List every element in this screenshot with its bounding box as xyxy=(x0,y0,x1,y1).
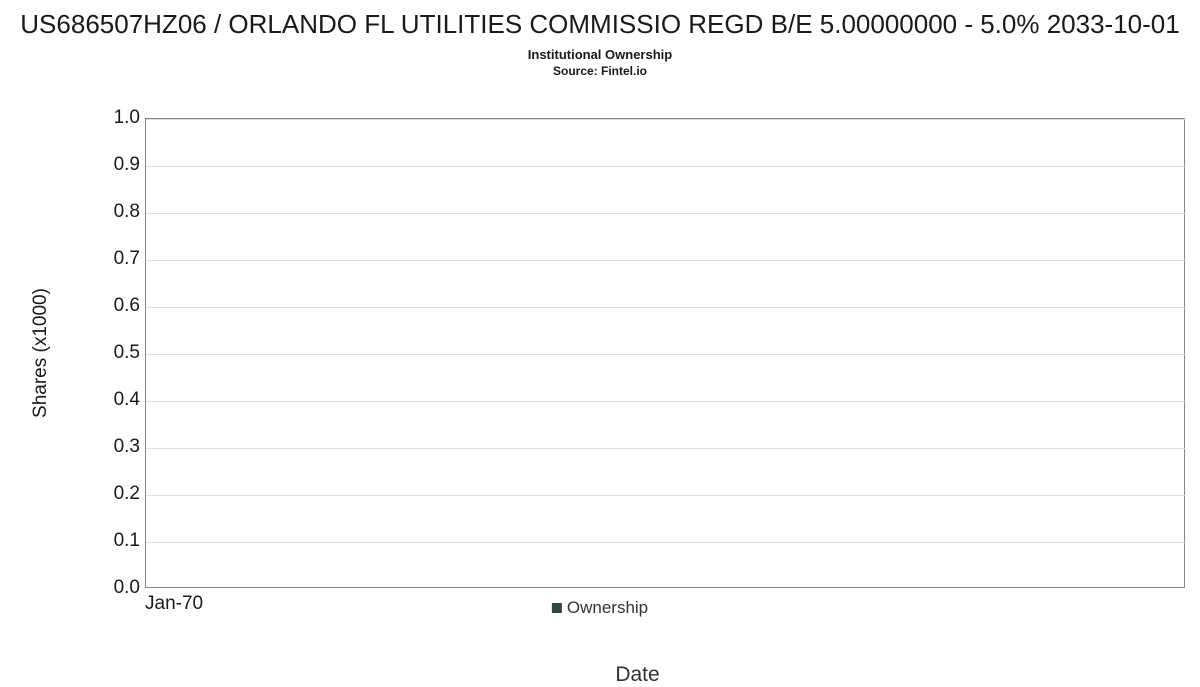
y-tick-3: 0.3 xyxy=(90,436,140,458)
gridline-1 xyxy=(146,542,1186,543)
y-tick-2: 0.2 xyxy=(90,483,140,505)
y-tick-5: 0.5 xyxy=(90,342,140,364)
ownership-legend-swatch xyxy=(552,603,562,613)
gridline-6 xyxy=(146,307,1186,308)
y-tick-9: 0.9 xyxy=(90,154,140,176)
ownership-legend-label: Ownership xyxy=(567,598,648,618)
gridline-4 xyxy=(146,401,1186,402)
chart-subtitle: Institutional Ownership xyxy=(0,47,1200,62)
y-axis-title: Shares (x1000) xyxy=(30,288,52,418)
y-tick-8: 0.8 xyxy=(90,201,140,223)
chart-source: Source: Fintel.io xyxy=(0,64,1200,78)
y-tick-6: 0.6 xyxy=(90,295,140,317)
x-axis-title: Date xyxy=(615,663,659,687)
plot-box xyxy=(145,118,1185,588)
gridline-10 xyxy=(146,119,1186,120)
y-tick-7: 0.7 xyxy=(90,248,140,270)
y-tick-10: 1.0 xyxy=(90,107,140,129)
y-tick-1: 0.1 xyxy=(90,530,140,552)
chart-page: US686507HZ06 / ORLANDO FL UTILITIES COMM… xyxy=(0,0,1200,675)
chart-title: US686507HZ06 / ORLANDO FL UTILITIES COMM… xyxy=(0,8,1200,41)
chart-legend[interactable]: Ownership xyxy=(552,598,648,618)
x-tick-0: Jan-70 xyxy=(145,593,203,615)
chart-header: US686507HZ06 / ORLANDO FL UTILITIES COMM… xyxy=(0,0,1200,78)
y-tick-4: 0.4 xyxy=(90,389,140,411)
gridline-9 xyxy=(146,166,1186,167)
y-tick-0: 0.0 xyxy=(90,577,140,599)
gridline-3 xyxy=(146,448,1186,449)
gridline-7 xyxy=(146,260,1186,261)
gridline-8 xyxy=(146,213,1186,214)
gridline-2 xyxy=(146,495,1186,496)
gridline-5 xyxy=(146,354,1186,355)
chart-area: Shares (x1000) 1.0 0.9 0.8 0.7 0.6 0.5 0… xyxy=(90,118,1185,588)
